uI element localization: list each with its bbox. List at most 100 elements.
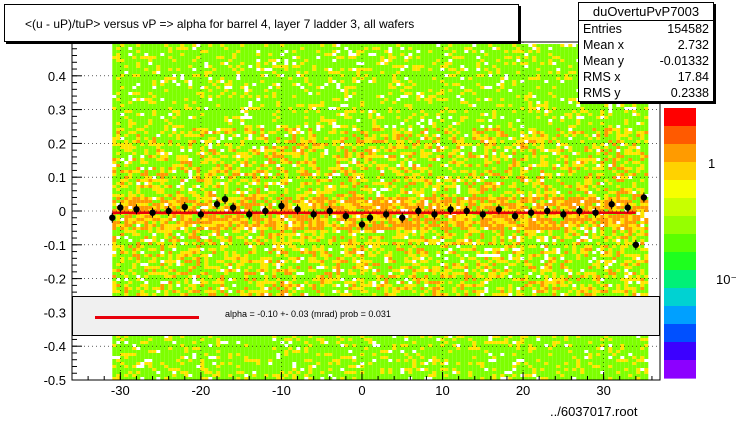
fill-cell: [608, 116, 613, 119]
fill-cell: [412, 110, 417, 113]
fill-cell: [232, 65, 237, 68]
fill-cell: [156, 110, 161, 113]
fill-cell: [508, 92, 513, 95]
fill-cell: [384, 47, 389, 50]
fill-cell: [292, 128, 297, 131]
fill-cell: [148, 83, 153, 86]
fill-cell: [384, 89, 389, 92]
fill-cell: [540, 47, 545, 50]
fill-cell: [536, 155, 541, 158]
fill-cell: [316, 146, 321, 149]
fill-cell: [632, 140, 637, 143]
fill-cell: [356, 116, 361, 119]
fill-cell: [372, 86, 377, 89]
fill-cell: [156, 158, 161, 161]
fill-cell: [616, 110, 621, 113]
fill-cell: [308, 53, 313, 56]
fill-cell: [184, 74, 189, 77]
fill-cell: [492, 134, 497, 137]
fill-cell: [600, 110, 605, 113]
fill-cell: [208, 158, 213, 161]
fill-cell: [280, 62, 285, 65]
fill-cell: [504, 92, 509, 95]
fill-cell: [456, 83, 461, 86]
fill-cell: [444, 50, 449, 53]
fill-cell: [424, 59, 429, 62]
fill-cell: [132, 50, 137, 53]
fill-cell: [212, 56, 217, 59]
fill-cell: [284, 74, 289, 77]
fill-cell: [436, 47, 441, 50]
fill-cell: [160, 149, 165, 152]
fill-cell: [456, 152, 461, 155]
fill-cell: [288, 77, 293, 80]
fill-cell: [152, 65, 157, 68]
fill-cell: [408, 62, 413, 65]
fill-cell: [288, 131, 293, 134]
fill-cell: [616, 113, 621, 116]
fill-cell: [512, 56, 517, 59]
fill-cell: [428, 152, 433, 155]
fill-cell: [156, 119, 161, 122]
fill-cell: [308, 131, 313, 134]
fill-cell: [412, 44, 417, 47]
fill-cell: [272, 68, 277, 71]
fill-cell: [232, 89, 237, 92]
fill-cell: [448, 56, 453, 59]
fill-cell: [540, 134, 545, 137]
fill-cell: [240, 89, 245, 92]
fill-cell: [260, 92, 265, 95]
fill-cell: [332, 44, 337, 47]
fill-cell: [348, 116, 353, 119]
fill-cell: [420, 56, 425, 59]
fill-cell: [496, 158, 501, 161]
fill-cell: [576, 143, 581, 146]
fill-cell: [156, 116, 161, 119]
fill-cell: [224, 131, 229, 134]
fill-cell: [192, 125, 197, 128]
fill-cell: [424, 62, 429, 65]
fill-cell: [292, 68, 297, 71]
fill-cell: [336, 92, 341, 95]
fill-cell: [296, 119, 301, 122]
fill-cell: [544, 116, 549, 119]
fill-cell: [452, 65, 457, 68]
fill-cell: [132, 143, 137, 146]
fill-cell: [376, 149, 381, 152]
fill-cell: [624, 101, 629, 104]
fill-cell: [308, 107, 313, 110]
fill-cell: [568, 122, 573, 125]
fill-cell: [552, 44, 557, 47]
fill-cell: [524, 83, 529, 86]
fill-cell: [352, 119, 357, 122]
fill-cell: [144, 86, 149, 89]
fill-cell: [160, 62, 165, 65]
fill-cell: [188, 140, 193, 143]
fill-cell: [504, 155, 509, 158]
fill-cell: [560, 71, 565, 74]
fill-cell: [456, 68, 461, 71]
fill-cell: [528, 80, 533, 83]
fill-cell: [172, 113, 177, 116]
fill-cell: [448, 125, 453, 128]
fill-cell: [156, 146, 161, 149]
fill-cell: [280, 146, 285, 149]
fill-cell: [352, 89, 357, 92]
fill-cell: [312, 71, 317, 74]
fill-cell: [188, 131, 193, 134]
fill-cell: [456, 101, 461, 104]
fill-cell: [484, 152, 489, 155]
fill-cell: [296, 98, 301, 101]
fill-cell: [396, 92, 401, 95]
fill-cell: [208, 47, 213, 50]
fill-cell: [360, 65, 365, 68]
fill-cell: [376, 86, 381, 89]
fill-cell: [460, 104, 465, 107]
fill-cell: [440, 116, 445, 119]
fill-cell: [520, 59, 525, 62]
fill-cell: [196, 128, 201, 131]
fill-cell: [176, 68, 181, 71]
fill-cell: [116, 158, 121, 161]
fill-cell: [184, 89, 189, 92]
fill-cell: [424, 80, 429, 83]
